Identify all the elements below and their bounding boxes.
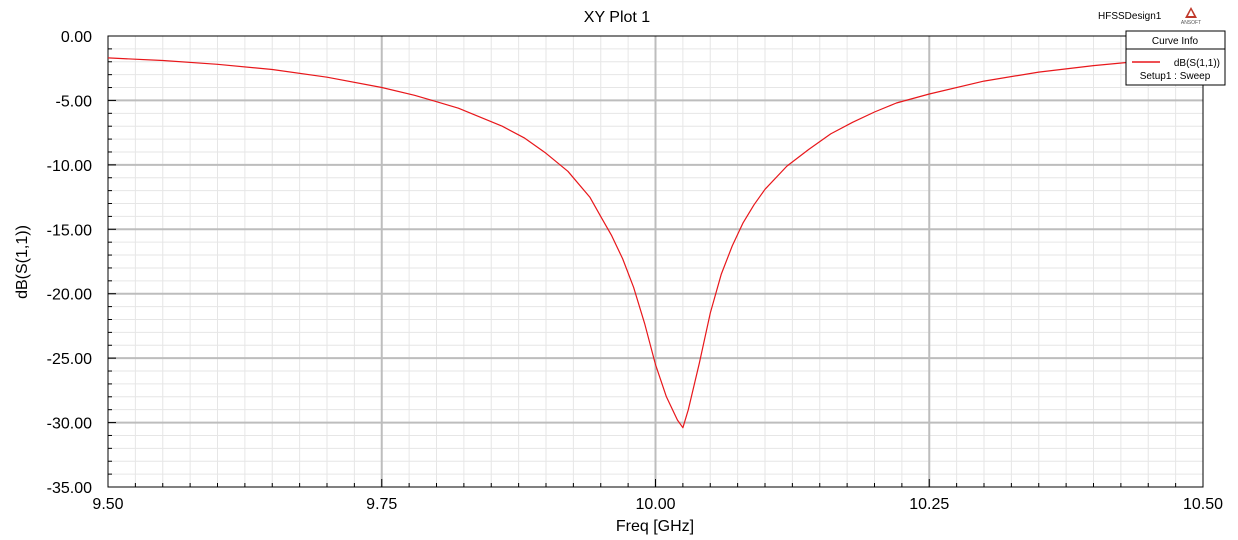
y-tick-label: -15.00 — [47, 222, 92, 239]
y-tick-label: 0.00 — [61, 29, 92, 46]
y-tick-label: -10.00 — [47, 158, 92, 175]
y-tick-label: -25.00 — [47, 351, 92, 368]
x-tick-label: 9.75 — [366, 496, 397, 513]
y-axis-label: dB(S(1,1)) — [14, 225, 31, 299]
x-axis-label: Freq [GHz] — [616, 518, 694, 535]
series-layer — [107, 57, 1149, 429]
x-tick-labels: 9.50 9.75 10.00 10.25 10.50 — [92, 496, 1223, 513]
legend-title: Curve Info — [1152, 36, 1199, 47]
chart-title: XY Plot 1 — [584, 9, 651, 26]
y-tick-label: -5.00 — [56, 93, 93, 110]
plot-frame — [107, 35, 1204, 488]
design-name: HFSSDesign1 — [1098, 11, 1162, 22]
ansoft-logo: ANSOFT — [1181, 7, 1201, 26]
x-tick-label: 9.50 — [92, 496, 123, 513]
curve-info-legend: Curve Info dB(S(1,1)) Setup1 : Sweep — [1125, 30, 1226, 86]
legend-box — [1125, 30, 1226, 86]
x-tick-label: 10.00 — [635, 496, 675, 513]
legend-series-name: dB(S(1,1)) — [1174, 58, 1220, 69]
major-grid — [108, 36, 1203, 487]
legend-series-setup: Setup1 : Sweep — [1140, 71, 1211, 82]
y-tick-label: -35.00 — [47, 480, 92, 497]
ansoft-logo-inner-icon — [1188, 10, 1194, 16]
series-line-s11 — [107, 57, 1149, 429]
logo-text: ANSOFT — [1181, 20, 1201, 26]
x-tick-label: 10.25 — [909, 496, 949, 513]
y-tick-labels: 0.00 -5.00 -10.00 -15.00 -20.00 -25.00 -30.00 -… — [47, 29, 92, 497]
y-tick-label: -30.00 — [47, 416, 92, 433]
x-tick-label: 10.50 — [1183, 496, 1223, 513]
y-tick-label: -20.00 — [47, 287, 92, 304]
